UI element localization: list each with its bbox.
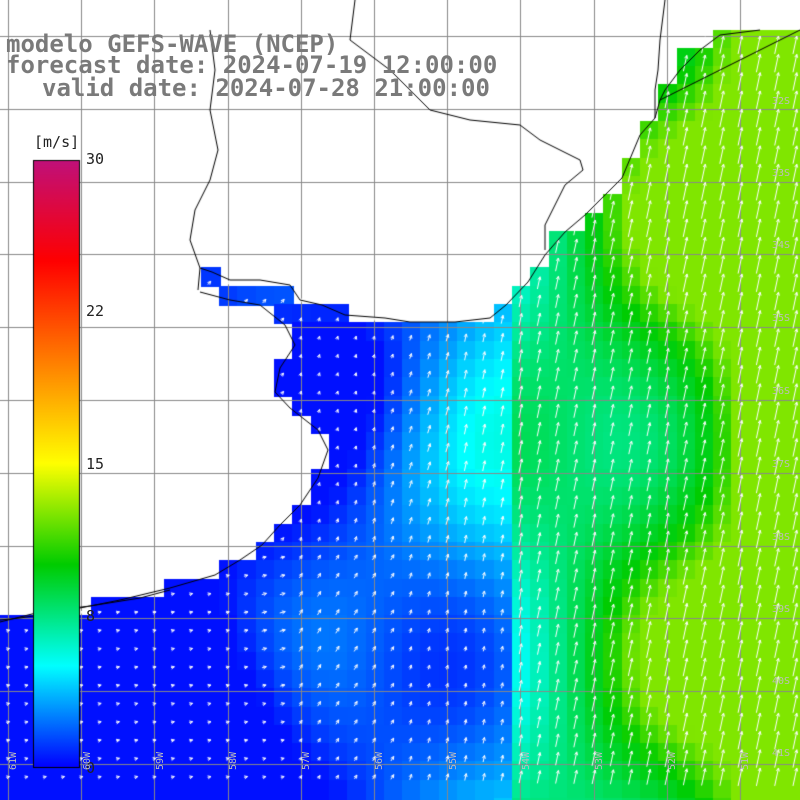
lon-label: 52W: [667, 751, 678, 770]
lat-label: 41S: [772, 748, 791, 759]
lat-label: 35S: [772, 313, 791, 324]
model-title: modelo GEFS-WAVE (NCEP): [6, 30, 339, 58]
lon-label: 58W: [228, 751, 239, 770]
lon-label: 57W: [301, 751, 312, 770]
colorbar-tick-30: 30: [86, 150, 105, 168]
lat-label: 32S: [772, 96, 791, 107]
lon-label: 61W: [8, 751, 19, 770]
lat-label: 34S: [772, 240, 791, 251]
colorbar-tick-22: 22: [86, 302, 105, 320]
lat-label: 38S: [772, 532, 791, 543]
lon-label: 60W: [82, 751, 93, 770]
lat-label: 37S: [772, 459, 791, 470]
colorbar-tick-0: 0: [86, 759, 96, 777]
lon-label: 54W: [521, 751, 532, 770]
colorbar-tick-15: 15: [86, 455, 105, 473]
forecast-date: forecast date: 2024-07-19 12:00:00: [6, 51, 498, 79]
lat-label: 36S: [772, 386, 791, 397]
lat-label: 33S: [772, 168, 791, 179]
colorbar-tick-8: 8: [86, 607, 96, 625]
lon-label: 55W: [448, 751, 459, 770]
lon-label: 53W: [594, 751, 605, 770]
lon-label: 59W: [155, 751, 166, 770]
colorbar-unit: [m/s]: [34, 133, 80, 151]
lat-label: 39S: [772, 604, 791, 615]
valid-date: valid date: 2024-07-28 21:00:00: [42, 74, 490, 102]
lat-label: 40S: [772, 676, 791, 687]
lon-label: 51W: [740, 751, 751, 770]
lon-label: 56W: [374, 751, 385, 770]
